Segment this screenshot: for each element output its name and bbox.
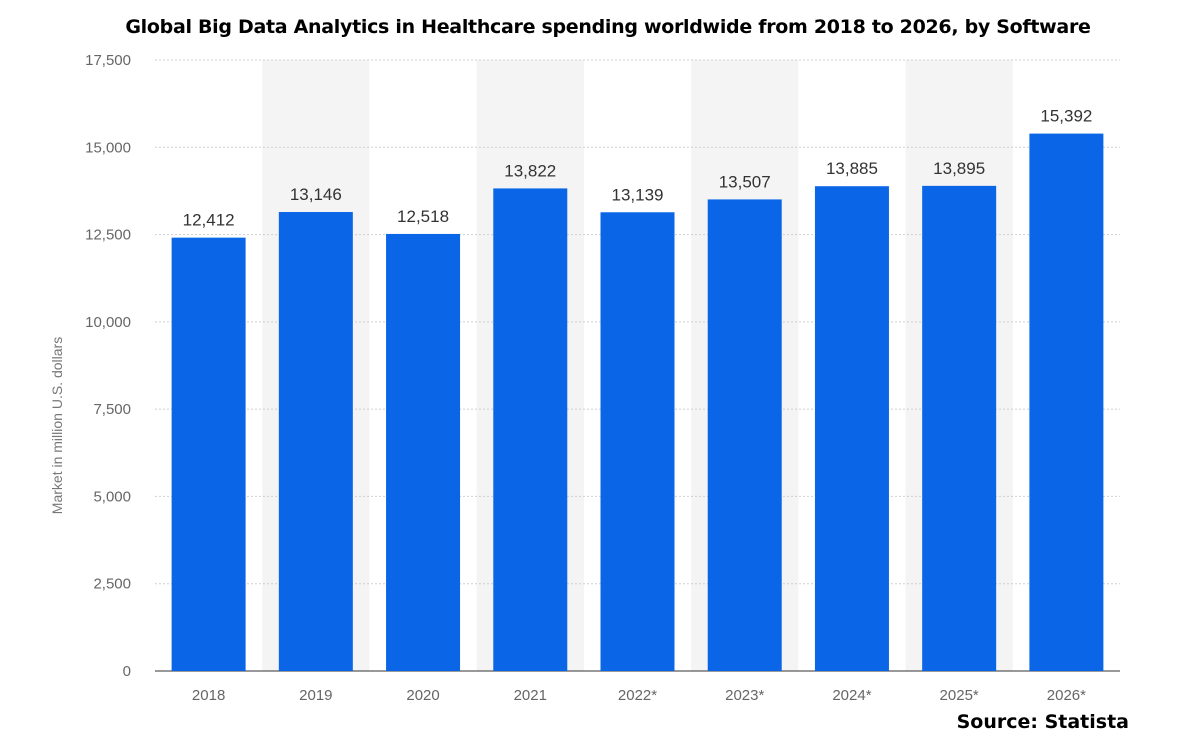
value-labels: 12,412 13,146 12,518 13,822 13,139 13,507 13,8… — [183, 107, 1093, 230]
bar — [171, 237, 246, 671]
source-label: Source: Statista — [956, 711, 1129, 733]
bar-value-label: 13,885 — [826, 159, 878, 178]
y-tick-label: 5,000 — [93, 488, 131, 505]
bar-value-label: 13,507 — [719, 172, 771, 191]
bars — [171, 133, 1104, 672]
bar — [1029, 133, 1104, 672]
bar-value-label: 13,146 — [290, 185, 342, 204]
bar-value-label: 13,822 — [504, 161, 556, 180]
x-tick-label: 2024* — [832, 687, 871, 704]
x-tick-label: 2026* — [1047, 687, 1086, 704]
x-tick-label: 2022* — [618, 687, 657, 704]
bar-value-label: 13,139 — [612, 185, 664, 204]
bar — [493, 188, 568, 672]
x-tick-label: 2019 — [299, 687, 332, 704]
bar-value-label: 12,518 — [397, 207, 449, 226]
y-tick-label: 15,000 — [85, 139, 131, 156]
y-tick-label: 0 — [123, 663, 131, 680]
x-tick-label: 2021 — [514, 687, 547, 704]
bar-value-label: 15,392 — [1040, 107, 1092, 126]
bar — [386, 233, 461, 671]
x-tick-label: 2020 — [406, 687, 439, 704]
y-tick-label: 7,500 — [93, 401, 131, 418]
chart-title: Global Big Data Analytics in Healthcare … — [125, 16, 1091, 38]
bar — [707, 199, 782, 671]
y-tick-label: 17,500 — [85, 52, 131, 69]
x-axis-ticks: 2018 2019 2020 2021 2022* 2023* 2024* 2025* 2026… — [192, 687, 1086, 704]
bar — [278, 212, 353, 672]
bar-value-label: 12,412 — [183, 211, 235, 230]
y-axis-label: Market in million U.S. dollars — [49, 337, 65, 514]
y-tick-label: 10,000 — [85, 314, 131, 331]
y-tick-label: 12,500 — [85, 227, 131, 244]
x-tick-label: 2018 — [192, 687, 225, 704]
x-tick-label: 2023* — [725, 687, 764, 704]
y-axis-ticks: 0 2,500 5,000 7,500 10,000 12,500 15,000 17,500 — [85, 52, 131, 680]
bar — [600, 212, 675, 671]
x-tick-label: 2025* — [940, 687, 979, 704]
bar — [814, 186, 889, 671]
bar — [922, 185, 997, 671]
y-tick-label: 2,500 — [93, 576, 131, 593]
bar-value-label: 13,895 — [933, 159, 985, 178]
